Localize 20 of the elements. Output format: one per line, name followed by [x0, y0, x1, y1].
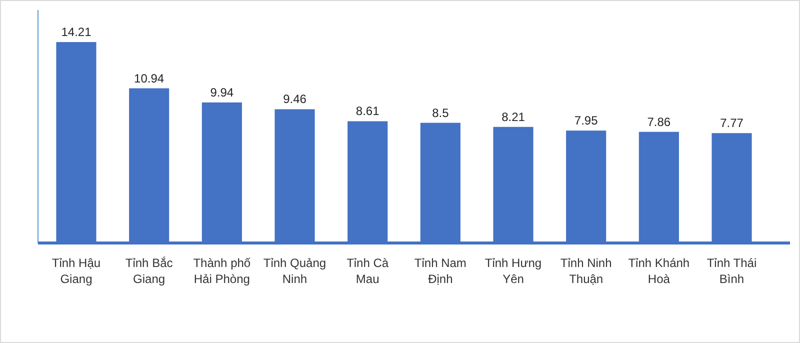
data-label: 8.61	[356, 104, 380, 118]
x-tick-label: Tỉnh Ninh Thuận	[560, 256, 612, 286]
x-tick-label: Thành phố Hải Phòng	[193, 256, 251, 286]
x-tick-label: Tỉnh Nam Định	[414, 256, 466, 286]
data-label: 9.46	[283, 92, 307, 106]
x-tick-label: Tỉnh Hưng Yên	[484, 256, 542, 286]
data-label: 8.5	[432, 106, 450, 120]
data-label: 9.94	[210, 85, 234, 100]
data-label: 7.77	[720, 116, 744, 130]
x-tick-label: Tỉnh Cà Mau	[346, 256, 389, 286]
x-tick-label: Tỉnh Khánh Hoà	[628, 256, 690, 286]
data-label: 10.94	[134, 71, 164, 86]
x-tick-label: Tỉnh Quảng Ninh	[263, 256, 326, 286]
x-tick-label: Tỉnh Thái Bình	[706, 256, 757, 286]
x-tick-label: Tỉnh Bắc Giang	[125, 256, 173, 286]
data-label: 14.21	[61, 25, 92, 40]
data-label: 7.86	[647, 114, 671, 129]
x-tick-label: Tỉnh Hậu Giang	[52, 256, 101, 286]
data-label: 7.95	[574, 114, 598, 128]
data-label: 8.21	[502, 110, 526, 124]
